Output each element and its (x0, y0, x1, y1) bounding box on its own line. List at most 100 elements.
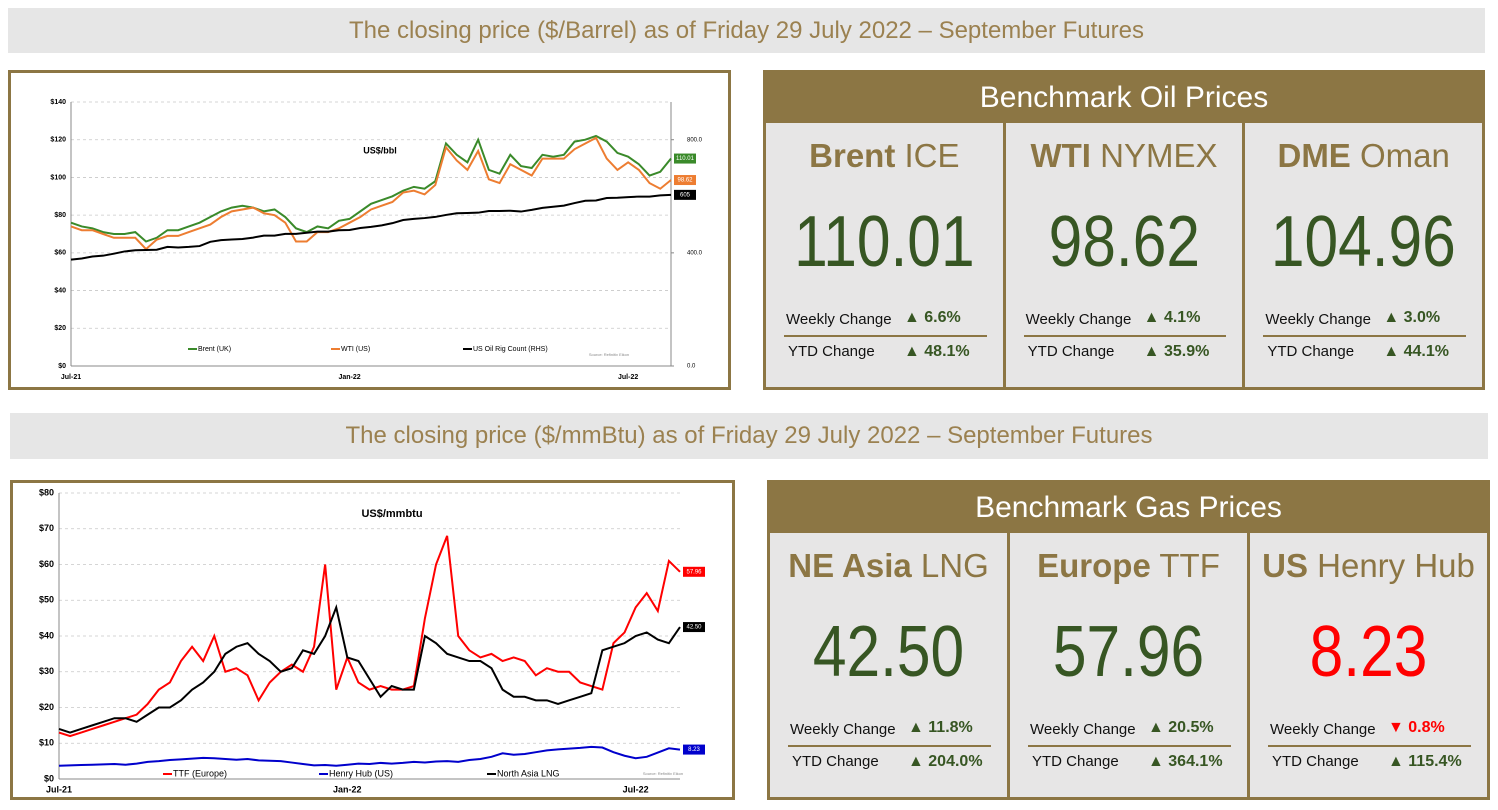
price: 98.62 (1048, 202, 1200, 282)
series-line (70, 134, 672, 243)
x-tick-label: Jul-21 (61, 374, 81, 381)
weekly-change: ▲ 3.0% (1383, 309, 1441, 326)
ytd-label: YTD Change (1272, 753, 1359, 770)
name-rest: Henry Hub (1317, 547, 1475, 584)
x-tick-label: Jul-22 (618, 374, 638, 381)
weekly-change: ▲ 20.5% (1148, 719, 1214, 736)
name-rest: NYMEX (1100, 137, 1218, 174)
rule (1268, 745, 1471, 747)
end-tag (683, 566, 705, 577)
legend-label: US Oil Rig Count (RHS) (473, 346, 548, 353)
name-rest: Oman (1360, 137, 1450, 174)
y-tick-label: $50 (39, 595, 54, 605)
price-panel: Benchmark Gas Prices NE Asia LNG 42.50 Wee… (767, 480, 1490, 800)
chart: $0 $10 $20 $30 $40 $50 $60 $70 $80 Jul-21 Jan-22 Ju… (39, 487, 705, 794)
price-cell: DME Oman 104.96 Weekly Change ▲ 3.0% YTD Cha… (1245, 123, 1483, 387)
y-tick-label: $0 (44, 773, 54, 783)
benchmark-name: NE Asia LNG (770, 547, 1007, 585)
cells: Brent ICE 110.01 Weekly Change ▲ 6.6% YTD Ch… (766, 123, 1483, 387)
ytd-label: YTD Change (788, 343, 875, 360)
price-cell: Brent ICE 110.01 Weekly Change ▲ 6.6% YTD Ch… (766, 123, 1003, 387)
ytd-change: ▲ 204.0% (908, 753, 983, 770)
rule (1023, 335, 1227, 337)
series-line (58, 745, 681, 767)
end-tag (683, 744, 705, 755)
section-heading: The closing price ($/mmBtu) as of Friday… (10, 413, 1488, 459)
benchmark-name: Brent ICE (766, 137, 1003, 175)
ytd-change: ▲ 44.1% (1383, 343, 1449, 360)
y-tick-label: $120 (50, 137, 66, 144)
section-heading: The closing price ($/Barrel) as of Frida… (8, 8, 1485, 53)
y-tick-label: $20 (39, 702, 54, 712)
name-rest: TTF (1159, 547, 1220, 584)
chart-box: $0 $20 $40 $60 $80 $100 $120 $140 0.0 400.0 800.0 J… (8, 70, 731, 390)
name-bold: WTI (1030, 137, 1091, 174)
y-tick-label: $100 (50, 174, 66, 181)
y2-tick-label: 400.0 (687, 250, 703, 256)
price-cell: US Henry Hub 8.23 Weekly Change ▼ 0.8% YTD C… (1250, 533, 1487, 797)
benchmark-name: DME Oman (1245, 137, 1482, 175)
ytd-change: ▲ 115.4% (1388, 753, 1462, 770)
legend-label: TTF (Europe) (173, 768, 227, 778)
series-line (58, 603, 681, 734)
ytd-label: YTD Change (1267, 343, 1355, 360)
x-tick-label: Jul-21 (46, 784, 72, 794)
name-bold: US (1262, 547, 1308, 584)
y-tick-label: $60 (39, 559, 54, 569)
series-line (70, 136, 672, 251)
rule (784, 335, 987, 337)
name-rest: LNG (920, 547, 989, 584)
price: 57.96 (1052, 612, 1205, 692)
cells: NE Asia LNG 42.50 Weekly Change ▲ 11.8% YTD … (770, 533, 1487, 797)
legend-label: Henry Hub (US) (329, 768, 393, 778)
weekly-change: ▲ 4.1% (1143, 309, 1201, 326)
x-tick-label: Jan-22 (333, 784, 362, 794)
chart: $0 $20 $40 $60 $80 $100 $120 $140 0.0 400.0 800.0 J… (50, 99, 703, 381)
y-tick-label: $10 (39, 738, 54, 748)
y-tick-label: $80 (54, 212, 66, 219)
chart-box: $0 $10 $20 $30 $40 $50 $60 $70 $80 Jul-21 Jan-22 Ju… (10, 480, 735, 800)
rule (1028, 745, 1231, 747)
panel-title: Benchmark Gas Prices (975, 491, 1282, 524)
price: 8.23 (1309, 612, 1428, 692)
legend-label: North Asia LNG (497, 768, 560, 778)
series-line (58, 535, 681, 738)
x-tick-label: Jan-22 (338, 374, 360, 381)
name-bold: Europe (1037, 547, 1151, 584)
name-bold: DME (1277, 137, 1351, 174)
weekly-change: ▼ 0.8% (1388, 719, 1445, 736)
y-tick-label: $60 (54, 250, 66, 257)
weekly-label: Weekly Change (1025, 311, 1132, 328)
weekly-change: ▲ 11.8% (908, 719, 973, 736)
ytd-label: YTD Change (1027, 343, 1115, 360)
y-tick-label: $0 (58, 363, 66, 370)
ytd-change: ▲ 48.1% (904, 343, 970, 360)
name-rest: ICE (904, 137, 960, 174)
series-line (70, 193, 672, 261)
weekly-label: Weekly Change (786, 311, 892, 328)
rule (1263, 335, 1467, 337)
y-tick-label: $20 (54, 325, 66, 332)
source-note: Source: Refinitiv Eikon (589, 352, 629, 357)
y2-tick-label: 0.0 (687, 364, 696, 370)
y-tick-label: $140 (50, 99, 66, 106)
benchmark-name: Europe TTF (1010, 547, 1247, 585)
weekly-label: Weekly Change (1270, 721, 1376, 738)
ytd-change: ▲ 364.1% (1148, 753, 1223, 770)
price-cell: NE Asia LNG 42.50 Weekly Change ▲ 11.8% YTD … (770, 533, 1007, 797)
name-bold: Brent (809, 137, 896, 174)
y-tick-label: $30 (39, 666, 54, 676)
weekly-change: ▲ 6.6% (904, 309, 961, 326)
price-cell: Europe TTF 57.96 Weekly Change ▲ 20.5% YTD C… (1010, 533, 1247, 797)
price: 110.01 (794, 202, 975, 282)
annotation: US$/bbl (363, 145, 397, 155)
y-tick-label: $80 (39, 487, 54, 497)
weekly-label: Weekly Change (1265, 311, 1371, 328)
end-tag (674, 189, 696, 200)
weekly-label: Weekly Change (1030, 721, 1136, 738)
price: 42.50 (812, 612, 965, 692)
end-label: 42.50 (686, 625, 702, 631)
end-label: 605 (680, 192, 691, 198)
name-bold: NE Asia (788, 547, 912, 584)
